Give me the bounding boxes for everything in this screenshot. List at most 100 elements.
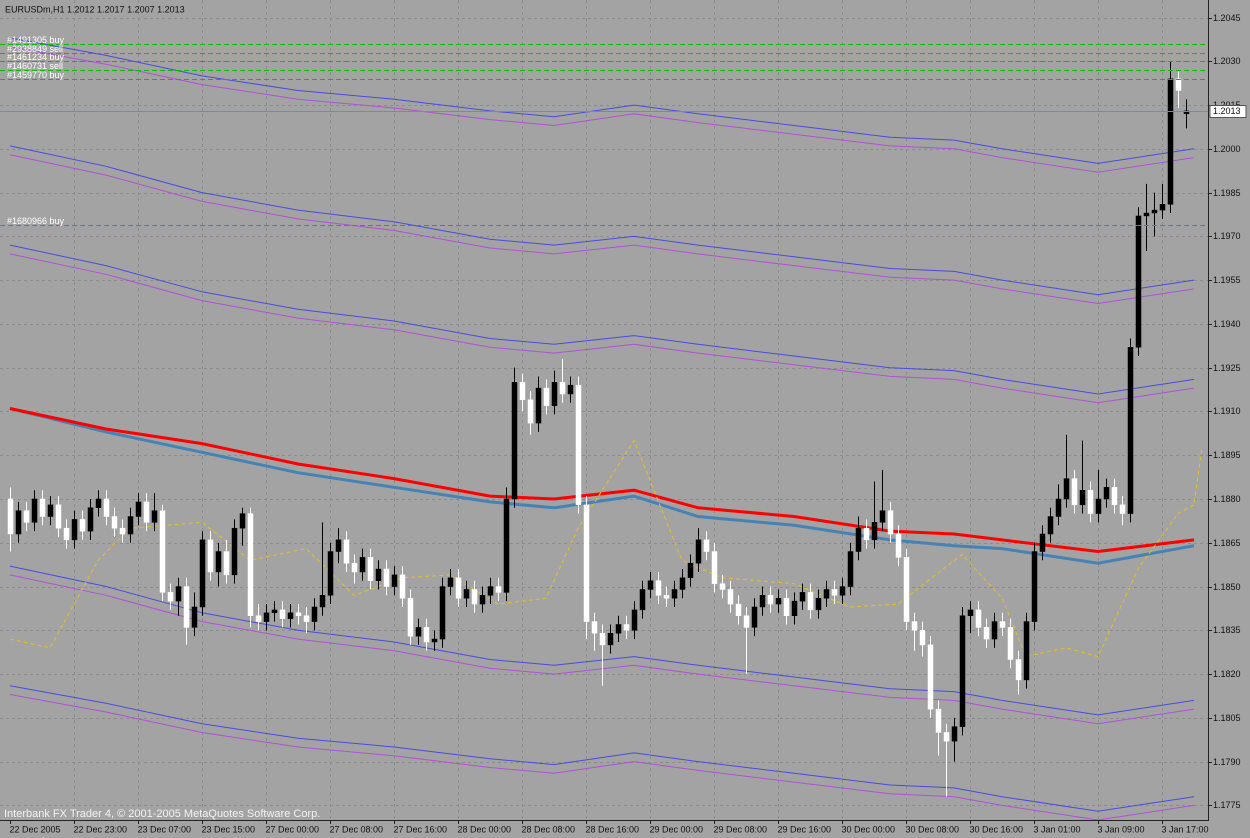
candle-body <box>1111 487 1118 506</box>
indicator-line <box>9 253 1195 404</box>
candle-body <box>367 557 374 581</box>
candle-body <box>527 399 534 424</box>
x-tick-label: 3 Jan 01:00 <box>1034 824 1081 834</box>
candle-body <box>247 513 254 616</box>
candle-body <box>359 557 366 573</box>
candle-body <box>815 597 822 611</box>
candle-body <box>567 384 574 395</box>
overlay: #1491305 buy#2938849 sell#1461234 buy#14… <box>0 35 1208 226</box>
candle-body <box>807 592 814 611</box>
candle-body <box>1143 212 1150 217</box>
y-tick-label: 1.1775 <box>1213 800 1241 810</box>
candle-body <box>1071 478 1078 506</box>
x-tick-label: 27 Dec 08:00 <box>330 824 384 834</box>
x-tick-label: 30 Dec 16:00 <box>970 824 1024 834</box>
indicator-line <box>9 407 1195 565</box>
candle-body <box>55 504 62 529</box>
candle-body <box>415 627 422 637</box>
y-tick-label: 1.1910 <box>1213 406 1241 416</box>
candle-body <box>935 708 942 733</box>
y-tick-label: 1.1955 <box>1213 275 1241 285</box>
candle-body <box>1047 516 1054 535</box>
y-tick-label: 1.2030 <box>1213 56 1241 66</box>
candle-body <box>991 621 998 640</box>
candle-body <box>295 612 302 616</box>
candle-body <box>631 609 638 631</box>
candle-body <box>119 527 126 535</box>
x-tick-label: 30 Dec 00:00 <box>842 824 896 834</box>
candle-body <box>911 621 918 631</box>
candle-body <box>591 621 598 634</box>
y-tick-label: 1.2015 <box>1213 100 1241 110</box>
y-tick-label: 1.2045 <box>1213 13 1241 23</box>
candle-body <box>15 510 22 535</box>
candle-body <box>1055 498 1062 517</box>
y-tick-label: 1.1970 <box>1213 231 1241 241</box>
indicator-line <box>9 154 1195 305</box>
candle-body <box>1023 621 1030 681</box>
candle-body <box>711 551 718 584</box>
candle-body <box>439 586 446 640</box>
candle-body <box>871 522 878 541</box>
candle-body <box>383 568 390 587</box>
candle-body <box>975 609 982 628</box>
y-tick-label: 1.1880 <box>1213 494 1241 504</box>
y-tick-label: 1.1790 <box>1213 757 1241 767</box>
candle-body <box>919 630 926 646</box>
candle-body <box>191 606 198 628</box>
candle-body <box>511 382 518 500</box>
candle-body <box>703 539 710 552</box>
candle-body <box>487 586 494 596</box>
x-tick-label: 27 Dec 00:00 <box>266 824 320 834</box>
candle-body <box>999 621 1006 628</box>
footer: Interbank FX Trader 4, © 2001-2005 MetaQ… <box>4 808 320 820</box>
order-label: #1460731 sell <box>7 61 63 71</box>
y-tick-label: 1.1850 <box>1213 582 1241 592</box>
candle-body <box>959 615 966 727</box>
candle-body <box>215 551 222 573</box>
candle-body <box>543 387 550 406</box>
candle-body <box>407 597 414 637</box>
candle-body <box>231 527 238 576</box>
order-label: #1491305 buy <box>7 35 65 45</box>
candle-body <box>687 562 694 579</box>
indicator-line <box>9 694 1195 821</box>
candle-body <box>1159 204 1166 211</box>
candle-body <box>79 519 86 532</box>
candle-body <box>839 586 846 596</box>
candle-body <box>983 627 990 640</box>
candle-body <box>391 574 398 587</box>
candle-body <box>31 498 38 523</box>
order-label: #1680966 buy <box>7 216 65 226</box>
candle-body <box>799 592 806 602</box>
candle-body <box>199 539 206 608</box>
candle-body <box>1135 215 1142 348</box>
candle-body <box>223 551 230 576</box>
x-tick-label: 29 Dec 08:00 <box>714 824 768 834</box>
candle-body <box>1151 209 1158 214</box>
candle-body <box>495 586 502 593</box>
candle-body <box>1103 487 1110 500</box>
candle-body <box>927 644 934 710</box>
candle-body <box>623 624 630 631</box>
x-tick-label: 29 Dec 00:00 <box>650 824 704 834</box>
candle-body <box>351 562 358 573</box>
candle-body <box>695 539 702 564</box>
candle-body <box>831 589 838 596</box>
candle-body <box>1183 110 1190 115</box>
candle-body <box>823 589 830 599</box>
candle-body <box>671 589 678 599</box>
candle-body <box>271 609 278 614</box>
indicator-line <box>9 685 1195 812</box>
candle-body <box>463 589 470 599</box>
x-tick-label: 22 Dec 2005 <box>10 824 61 834</box>
candle-body <box>431 638 438 643</box>
y-tick-label: 1.1865 <box>1213 538 1241 548</box>
candle-body <box>759 595 766 608</box>
candle-body <box>679 577 686 590</box>
candle-body <box>551 382 558 406</box>
candle-body <box>143 501 150 523</box>
x-tick-label: 23 Dec 07:00 <box>138 824 192 834</box>
x-tick-label: 3 Jan 09:00 <box>1098 824 1145 834</box>
